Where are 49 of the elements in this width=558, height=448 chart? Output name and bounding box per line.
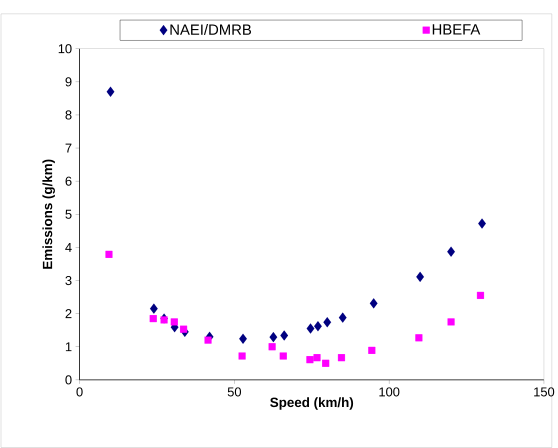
point bbox=[180, 325, 188, 333]
point bbox=[269, 332, 278, 342]
y-tick-label: 6 bbox=[66, 176, 72, 186]
point bbox=[322, 359, 330, 367]
x-axis-title: Speed (km/h) bbox=[270, 397, 354, 410]
y-tick-label: 1 bbox=[66, 342, 72, 351]
point bbox=[170, 318, 178, 326]
y-tick-label: 0 bbox=[65, 375, 72, 384]
point bbox=[338, 354, 346, 362]
point bbox=[447, 318, 455, 326]
point bbox=[268, 342, 276, 350]
x-tick-label: 50 bbox=[228, 387, 242, 396]
point bbox=[280, 352, 287, 360]
point bbox=[323, 316, 332, 328]
point bbox=[478, 218, 486, 228]
point bbox=[306, 356, 314, 364]
point bbox=[106, 86, 114, 97]
y-axis-title: Emissions (g/km) bbox=[42, 159, 55, 269]
x-tick-label: 150 bbox=[534, 387, 554, 396]
point bbox=[447, 246, 456, 257]
point bbox=[416, 271, 424, 282]
x-tick-label: 0 bbox=[76, 387, 83, 396]
y-tick-label: 2 bbox=[66, 308, 72, 318]
legend-label: HBEFA bbox=[432, 24, 480, 34]
point bbox=[204, 336, 212, 344]
point bbox=[160, 316, 168, 324]
point bbox=[150, 314, 157, 322]
point bbox=[415, 334, 422, 342]
point bbox=[306, 323, 314, 334]
point bbox=[338, 312, 347, 323]
y-tick-label: 9 bbox=[66, 77, 72, 86]
y-tick-label: 10 bbox=[58, 44, 72, 54]
x-tick-label: 100 bbox=[379, 387, 400, 396]
point bbox=[238, 352, 246, 360]
point bbox=[239, 333, 247, 344]
y-tick-label: 4 bbox=[65, 242, 72, 252]
point bbox=[314, 320, 322, 332]
point bbox=[476, 292, 484, 299]
y-tick-label: 8 bbox=[65, 110, 72, 120]
point bbox=[368, 346, 376, 354]
point bbox=[370, 298, 378, 308]
y-tick-label: 7 bbox=[66, 143, 72, 152]
point bbox=[280, 330, 288, 340]
y-tick-label: 5 bbox=[65, 210, 72, 219]
point bbox=[313, 354, 321, 362]
point bbox=[150, 303, 158, 314]
legend-label: NAEI/DMRB bbox=[170, 24, 252, 35]
y-tick-label: 3 bbox=[65, 276, 72, 285]
point bbox=[105, 250, 113, 258]
